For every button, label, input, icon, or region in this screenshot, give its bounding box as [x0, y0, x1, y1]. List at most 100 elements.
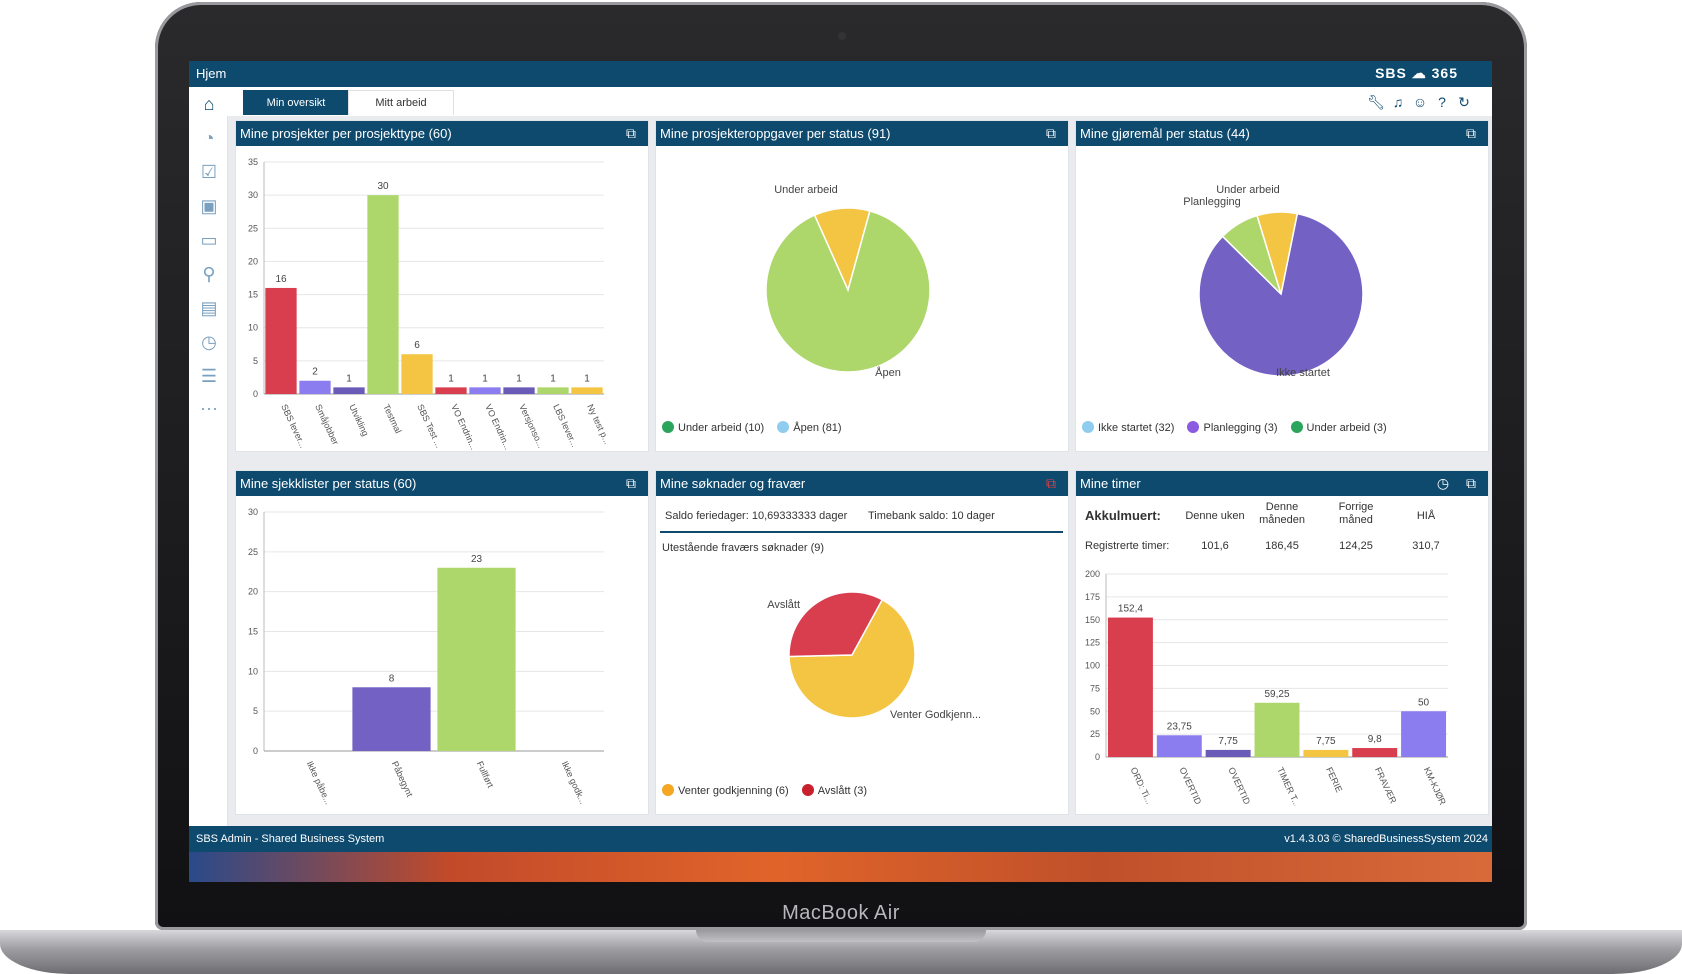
footer-right: v1.4.3.03 © SharedBusinessSystem 2024: [1284, 833, 1488, 845]
bar: [1303, 749, 1349, 757]
value-hia: 310,7: [1412, 540, 1440, 552]
y-tick-label: 5: [253, 706, 258, 716]
legend-item[interactable]: Planlegging (3): [1187, 421, 1277, 434]
legend-dot: [777, 421, 790, 433]
legend-item[interactable]: Åpen (81): [777, 421, 842, 434]
x-tick-label: SBS lever...: [279, 403, 308, 450]
legend-dot: [662, 784, 674, 796]
y-tick-label: 0: [253, 746, 258, 756]
data-label: 8: [389, 673, 395, 684]
chart-soknader: Venter Godkjenn... Avslått: [767, 591, 981, 721]
bar: [1156, 735, 1202, 757]
legend-item[interactable]: Avslått (3): [801, 784, 868, 797]
y-tick-label: 35: [248, 157, 258, 167]
x-tick-label: Ikke godk...: [560, 760, 589, 806]
pie-slice: [788, 591, 884, 658]
y-tick-label: 30: [248, 507, 258, 517]
tab-mitt-arbeid[interactable]: Mitt arbeid: [348, 90, 454, 115]
data-label: 1: [584, 373, 590, 384]
akkumulert-label: Akkulmuert:: [1085, 508, 1161, 523]
x-tick-label: LBS lever...: [551, 403, 580, 449]
legend-label: Åpen (81): [793, 422, 842, 434]
folder-icon[interactable]: ▭: [200, 230, 218, 250]
external-link-icon[interactable]: ⧉: [1466, 125, 1476, 141]
x-tick-label: Småjobber: [313, 403, 340, 447]
legend-dot: [1187, 421, 1200, 433]
panel-title: Mine prosjekter per prosjekttype (60): [236, 121, 648, 146]
legend-item[interactable]: Ikke startet (32): [1082, 421, 1174, 434]
data-label: 7,75: [1316, 736, 1336, 747]
slice-label: Åpen: [875, 366, 901, 379]
external-link-icon[interactable]: ⧉: [1466, 475, 1476, 491]
sbs-logo: SBS ☁ 365: [1375, 65, 1458, 81]
bar: [1205, 749, 1251, 757]
home-icon[interactable]: ⌂: [203, 94, 215, 114]
y-tick-label: 25: [1090, 729, 1100, 739]
data-label: 1: [516, 373, 522, 384]
dashboard-icon[interactable]: ◔: [203, 128, 215, 148]
history-icon[interactable]: ◷: [1436, 475, 1450, 491]
external-link-icon[interactable]: ⧉: [626, 125, 636, 141]
y-tick-label: 30: [248, 190, 258, 200]
y-tick-label: 25: [248, 223, 258, 233]
bar: [333, 387, 365, 394]
slice-label: Under arbeid: [774, 184, 838, 196]
legend-label: Avslått (3): [817, 785, 868, 797]
y-tick-label: 175: [1085, 592, 1100, 602]
legend-label: Venter godkjenning (6): [678, 785, 789, 797]
y-tick-label: 125: [1085, 638, 1100, 648]
bar: [1352, 748, 1398, 757]
user-icon[interactable]: ☺: [1412, 94, 1428, 110]
external-link-icon[interactable]: ⧉: [1046, 475, 1056, 491]
value-forrige-maaned: 124,25: [1339, 540, 1373, 552]
help-icon[interactable]: ?: [1438, 94, 1446, 110]
timebank-saldo: Timebank saldo: 10 dager: [868, 510, 995, 522]
col-denne-maaneden: Denne måneden: [1259, 501, 1305, 526]
y-tick-label: 0: [253, 389, 258, 399]
bar: [437, 567, 516, 751]
refresh-icon[interactable]: ↻: [1458, 94, 1470, 110]
wrench-icon[interactable]: 🔧︎: [1367, 94, 1385, 110]
x-tick-label: KM-KJØR: [1422, 766, 1448, 806]
panel-timer: Mine timer ◷ ⧉ Akkulmuert: Denne uken De…: [1075, 470, 1489, 815]
bar: [352, 687, 431, 751]
legend-item[interactable]: Venter godkjenning (6): [662, 784, 789, 797]
bell-icon[interactable]: ♫: [1392, 94, 1404, 110]
bar: [435, 387, 467, 394]
checklist-icon[interactable]: ☑: [200, 162, 218, 182]
panel-title: Mine søknader og fravær: [656, 471, 1068, 496]
legend-label: Under arbeid (10): [678, 422, 765, 434]
legend-dot: [1082, 421, 1094, 433]
document-icon[interactable]: ▤: [200, 298, 218, 318]
x-tick-label: Ny test p...: [585, 403, 612, 446]
more-icon[interactable]: ···: [200, 398, 218, 418]
tab-min-oversikt[interactable]: Min oversikt: [243, 90, 349, 115]
slice-label: Planlegging: [1183, 196, 1241, 208]
list-icon[interactable]: ☰: [200, 366, 218, 386]
external-link-icon[interactable]: ⧉: [626, 475, 636, 491]
data-label: 1: [482, 373, 488, 384]
slice-label: Avslått: [767, 599, 800, 611]
y-tick-label: 200: [1085, 569, 1100, 579]
laptop-notch: [696, 930, 986, 942]
app-screen: Hjem SBS ☁ 365 ⌂ ◔ ☑ ▣ ▭ ⚲ ▤ ◷ ☰ ··· Min…: [189, 61, 1492, 852]
clock-icon[interactable]: ◷: [201, 332, 217, 352]
saldo-feriedager: Saldo feriedager: 10,69333333 dager: [665, 510, 848, 522]
contacts-icon[interactable]: ▣: [200, 196, 218, 216]
y-tick-label: 5: [253, 356, 258, 366]
x-tick-label: Påbegynt: [390, 760, 415, 799]
data-label: 23: [471, 554, 483, 565]
bar: [265, 287, 297, 394]
col-forrige-maaned: Forrige måned: [1338, 501, 1374, 526]
x-tick-label: Versjonso...: [517, 403, 546, 450]
external-link-icon[interactable]: ⧉: [1046, 125, 1056, 141]
y-tick-label: 100: [1085, 661, 1100, 671]
footer: SBS Admin - Shared Business System v1.4.…: [189, 826, 1492, 852]
y-tick-label: 25: [248, 547, 258, 557]
search-icon[interactable]: ⚲: [202, 264, 216, 284]
bar: [503, 387, 535, 394]
legend-item[interactable]: Under arbeid (10): [662, 421, 765, 434]
legend-item[interactable]: Under arbeid (3): [1290, 421, 1387, 434]
y-tick-label: 50: [1090, 706, 1100, 716]
